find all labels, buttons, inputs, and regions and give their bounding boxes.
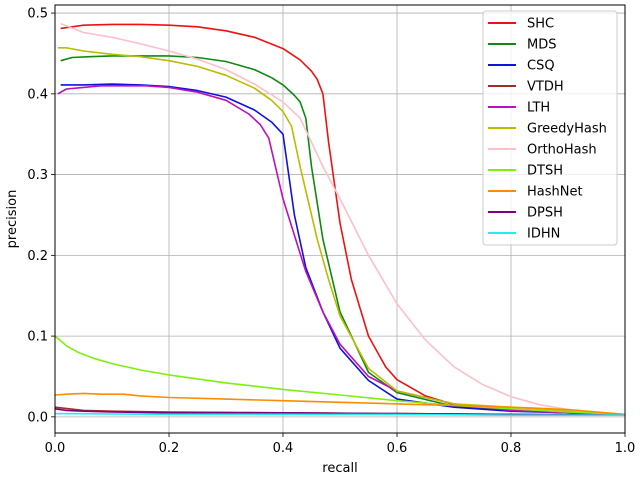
legend-label-lth: LTH (527, 101, 550, 116)
series-line-idhn (54, 412, 625, 417)
series-line-hashnet (54, 392, 626, 416)
x-tick-label: 0.4 (273, 441, 294, 456)
y-tick-label: 0.2 (27, 249, 48, 264)
y-axis-label: precision (5, 190, 20, 249)
legend-label-csq: CSQ (527, 59, 555, 74)
x-tick-label: 0.8 (501, 441, 522, 456)
legend-label-shc: SHC (527, 17, 554, 32)
x-tick-label: 0.2 (159, 441, 180, 456)
y-axis-ticks: 0.0 0.1 0.2 0.3 0.4 0.5 (27, 7, 55, 425)
x-axis-label: recall (322, 461, 357, 476)
x-axis-ticks: 0.0 0.2 0.4 0.6 0.8 1.0 (45, 433, 636, 456)
x-tick-label: 0.6 (387, 441, 408, 456)
legend-label-dpsh: DPSH (527, 206, 563, 221)
series-line-shc (60, 23, 626, 416)
legend-label-greedyhash: GreedyHash (527, 122, 607, 137)
series-line-orthohash (60, 22, 626, 416)
y-tick-label: 0.5 (27, 7, 48, 22)
legend: SHC MDS CSQ VTDH LTH GreedyHash OrthoHash DTSH H… (482, 10, 618, 246)
legend-label-orthohash: OrthoHash (527, 143, 597, 158)
y-tick-label: 0.4 (27, 87, 48, 102)
series-lines (54, 22, 626, 417)
legend-label-mds: MDS (527, 38, 556, 53)
y-tick-label: 0.0 (27, 410, 48, 425)
legend-label-dtsh: DTSH (527, 164, 563, 179)
plot-frame (54, 4, 626, 434)
legend-label-idhn: IDHN (527, 227, 560, 242)
series-line-greedyhash (57, 46, 626, 416)
y-tick-label: 0.3 (27, 168, 48, 183)
legend-label-hashnet: HashNet (527, 185, 583, 200)
legend-box (482, 10, 618, 246)
x-tick-label: 1.0 (615, 441, 636, 456)
legend-label-vtdh: VTDH (527, 80, 564, 95)
x-tick-label: 0.0 (45, 441, 66, 456)
y-tick-label: 0.1 (27, 330, 48, 345)
